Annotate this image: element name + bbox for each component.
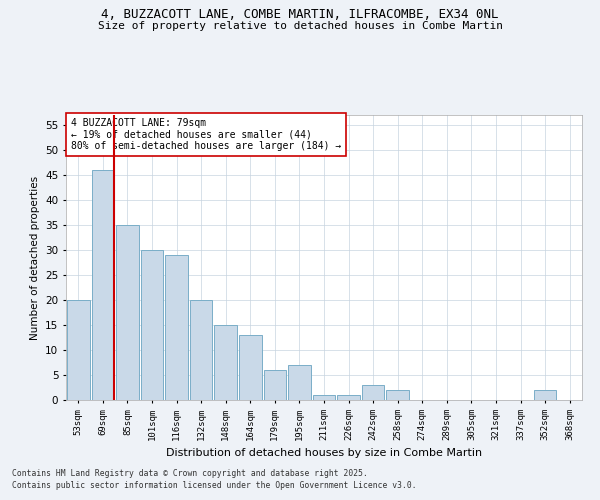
Text: 4 BUZZACOTT LANE: 79sqm
← 19% of detached houses are smaller (44)
80% of semi-de: 4 BUZZACOTT LANE: 79sqm ← 19% of detache… [71, 118, 341, 151]
Text: Contains public sector information licensed under the Open Government Licence v3: Contains public sector information licen… [12, 481, 416, 490]
Bar [165, 255, 188, 400]
Bar [140, 250, 163, 400]
Bar [190, 300, 212, 400]
Bar [362, 385, 385, 400]
Bar [92, 170, 114, 400]
Bar [67, 300, 89, 400]
Y-axis label: Number of detached properties: Number of detached properties [29, 176, 40, 340]
Text: 4, BUZZACOTT LANE, COMBE MARTIN, ILFRACOMBE, EX34 0NL: 4, BUZZACOTT LANE, COMBE MARTIN, ILFRACO… [101, 8, 499, 20]
Bar [239, 335, 262, 400]
Bar [386, 390, 409, 400]
Bar [214, 325, 237, 400]
Bar [116, 225, 139, 400]
Bar [337, 395, 360, 400]
Bar [263, 370, 286, 400]
Bar [313, 395, 335, 400]
Text: Size of property relative to detached houses in Combe Martin: Size of property relative to detached ho… [97, 21, 503, 31]
Text: Contains HM Land Registry data © Crown copyright and database right 2025.: Contains HM Land Registry data © Crown c… [12, 468, 368, 477]
Bar [534, 390, 556, 400]
Bar [288, 365, 311, 400]
X-axis label: Distribution of detached houses by size in Combe Martin: Distribution of detached houses by size … [166, 448, 482, 458]
